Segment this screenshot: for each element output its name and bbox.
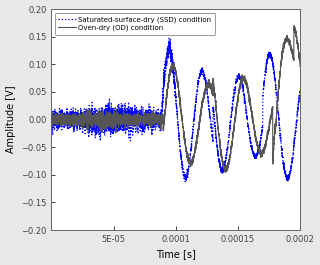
X-axis label: Time [s]: Time [s]	[156, 249, 196, 259]
Line: Saturated-surface-dry (SSD) condition: Saturated-surface-dry (SSD) condition	[51, 38, 300, 182]
Saturated-surface-dry (SSD) condition	[156, 117, 160, 120]
Y-axis label: Amplitude [V]: Amplitude [V]	[5, 86, 16, 153]
Saturated-surface-dry (SSD) condition	[154, 117, 158, 120]
Saturated-surface-dry (SSD) condition	[298, 88, 302, 91]
Oven-dry (OD) condition	[156, 118, 160, 121]
Line: Oven-dry (OD) condition: Oven-dry (OD) condition	[51, 26, 300, 172]
Oven-dry (OD) condition	[230, 142, 234, 145]
Saturated-surface-dry (SSD) condition	[291, 156, 294, 159]
Oven-dry (OD) condition	[292, 24, 296, 27]
Oven-dry (OD) condition	[278, 70, 282, 73]
Saturated-surface-dry (SSD) condition	[167, 37, 171, 40]
Saturated-surface-dry (SSD) condition	[168, 49, 172, 52]
Saturated-surface-dry (SSD) condition	[286, 180, 290, 184]
Oven-dry (OD) condition	[154, 118, 158, 121]
Oven-dry (OD) condition	[168, 74, 172, 77]
Oven-dry (OD) condition	[49, 120, 53, 123]
Saturated-surface-dry (SSD) condition	[230, 109, 234, 112]
Oven-dry (OD) condition	[224, 171, 228, 174]
Oven-dry (OD) condition	[298, 65, 302, 68]
Legend: Saturated-surface-dry (SSD) condition, Oven-dry (OD) condition: Saturated-surface-dry (SSD) condition, O…	[55, 12, 215, 34]
Oven-dry (OD) condition	[291, 52, 294, 56]
Saturated-surface-dry (SSD) condition	[49, 114, 53, 117]
Saturated-surface-dry (SSD) condition	[278, 131, 282, 135]
